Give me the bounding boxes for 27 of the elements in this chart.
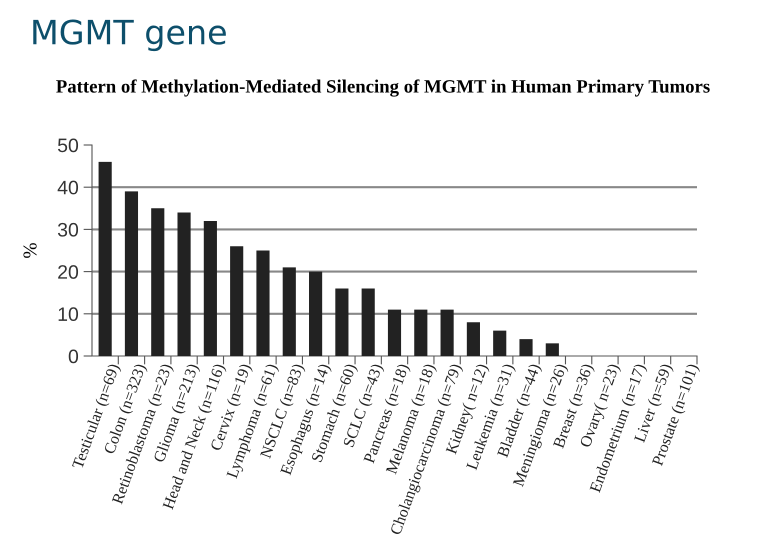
bar (256, 250, 270, 356)
chart-title: MGMT gene (33, 19, 226, 52)
bar (230, 246, 244, 356)
bar (362, 288, 375, 356)
bar (98, 162, 112, 356)
bar (414, 310, 428, 356)
bar (388, 310, 402, 356)
y-axis-title: % (23, 243, 37, 258)
y-tick-label: 0 (68, 349, 78, 364)
y-tick-label: 10 (58, 307, 78, 322)
bar (519, 339, 533, 356)
bar (177, 212, 191, 356)
chart-subtitle: Pattern of Methylation-Mediated Silencing of MGMT in Human Primary Tumors (56, 79, 710, 97)
bar (466, 322, 480, 356)
bar (204, 220, 217, 356)
y-tick-label: 30 (58, 222, 78, 237)
bar (124, 191, 138, 356)
bar (335, 288, 348, 356)
y-tick-label: 40 (58, 180, 78, 194)
bar (546, 343, 559, 356)
y-tick-label: 20 (58, 265, 78, 279)
bar (309, 272, 322, 356)
bar (151, 208, 164, 356)
bar (493, 330, 506, 356)
bar (282, 267, 296, 356)
bar (440, 310, 454, 356)
y-tick-label: 50 (58, 138, 78, 152)
